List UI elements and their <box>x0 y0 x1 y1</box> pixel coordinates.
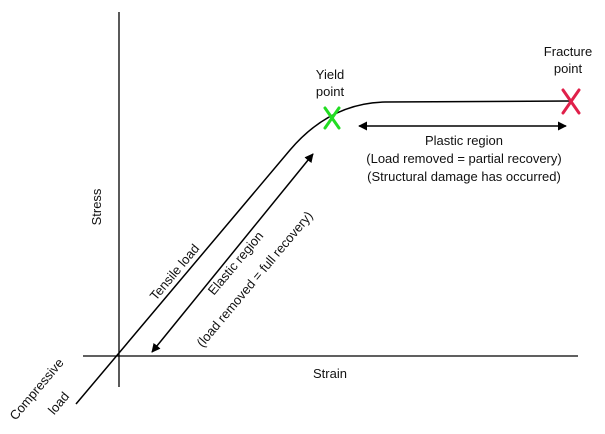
elastic-region-arrow <box>151 153 314 353</box>
yield-point-label-line2: point <box>316 84 345 99</box>
compressive-load-label-line2: load <box>45 389 72 417</box>
plastic-region-note-2: (Structural damage has occurred) <box>367 169 561 184</box>
yield-point-marker-icon <box>323 106 341 130</box>
y-axis-label: Stress <box>89 188 104 225</box>
fracture-point-label-line2: point <box>554 61 583 76</box>
plastic-region-note-1: (Load removed = partial recovery) <box>366 151 561 166</box>
x-axis-label: Strain <box>313 366 347 381</box>
yield-point-label-line1: Yield <box>316 67 344 82</box>
tensile-load-label: Tensile load <box>147 241 203 303</box>
fracture-point-marker-icon <box>561 88 581 115</box>
fracture-point-label-line1: Fracture <box>544 44 592 59</box>
plastic-region-label: Plastic region <box>425 133 503 148</box>
